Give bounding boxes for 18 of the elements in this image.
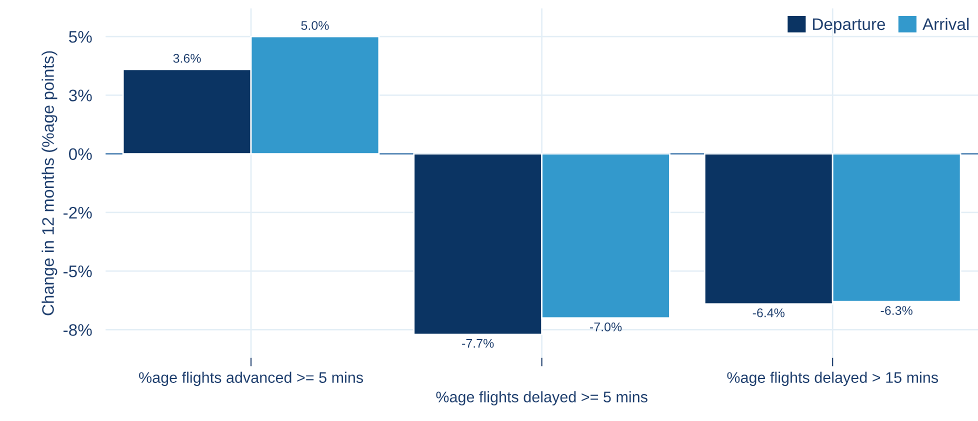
data-label: -6.4% (752, 308, 785, 318)
y-axis-title: Change in 12 months (%age points) (42, 51, 58, 316)
legend-label: Arrival (922, 18, 969, 30)
y-tick-label: -8% (64, 324, 92, 336)
y-tick-label: 3% (68, 90, 92, 102)
data-label: -6.3% (880, 306, 912, 315)
x-tick-label: %age flights delayed >= 5 mins (436, 391, 648, 406)
x-tick-label: %age flights delayed > 15 mins (727, 372, 938, 386)
y-tick-label: -2% (64, 206, 92, 219)
data-label: 5.0% (301, 21, 329, 30)
y-tick-label: 5% (69, 31, 92, 43)
y-tick-label: -5% (64, 266, 92, 278)
data-label: -7.0% (590, 322, 622, 332)
data-label: 3.6% (173, 54, 201, 63)
legend-label: Departure (813, 18, 886, 34)
x-tick-label: %age flights advanced >= 5 mins (139, 372, 364, 386)
data-label: -7.7% (462, 338, 494, 348)
y-tick-label: 0% (68, 148, 92, 160)
